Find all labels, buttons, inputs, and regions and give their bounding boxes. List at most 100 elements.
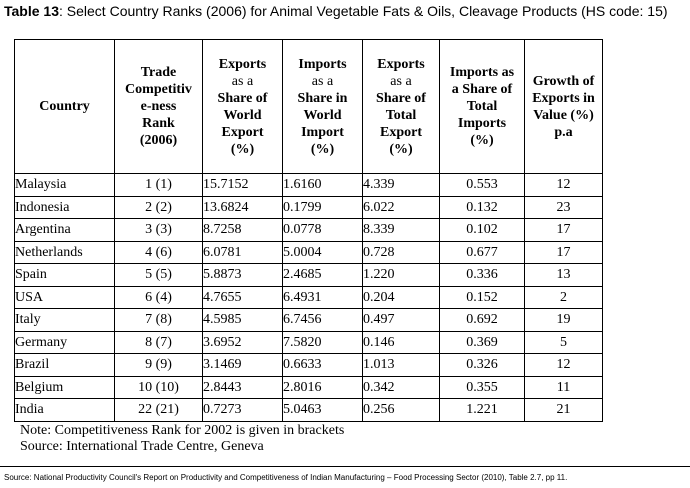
cell-rank: 3 (3) (114, 218, 203, 242)
cell-rank: 9 (9) (114, 353, 203, 377)
cell-imports-total: 0.355 (439, 375, 525, 399)
cell-exports-world: 8.7258 (202, 218, 283, 242)
cell-growth: 17 (524, 218, 603, 242)
note-text: Note: Competitiveness Rank for 2002 is g… (20, 423, 345, 438)
cell-exports-world: 6.0781 (202, 240, 283, 264)
cell-imports-world: 7.5820 (282, 330, 363, 354)
cell-rank: 22 (21) (114, 398, 203, 422)
cell-imports-total: 0.369 (439, 330, 525, 354)
cell-imports-world: 0.0778 (282, 218, 363, 242)
cell-country: Germany (14, 330, 115, 354)
cell-rank: 4 (6) (114, 240, 203, 264)
cell-exports-total: 0.204 (362, 285, 440, 309)
cell-imports-total: 0.132 (439, 195, 525, 219)
cell-rank: 6 (4) (114, 285, 203, 309)
cell-imports-total: 0.326 (439, 353, 525, 377)
header-growth: Growth of Exports in Value (%) p.a (524, 39, 603, 174)
cell-imports-world: 5.0004 (282, 240, 363, 264)
cell-imports-world: 1.6160 (282, 173, 363, 197)
cell-imports-total: 0.553 (439, 173, 525, 197)
table-row: Italy 7 (8) 4.5985 6.7456 0.497 0.692 19 (14, 308, 603, 332)
cell-rank: 2 (2) (114, 195, 203, 219)
cell-imports-total: 0.677 (439, 240, 525, 264)
cell-exports-world: 3.1469 (202, 353, 283, 377)
header-imports-total: Imports as a Share of Total Imports (%) (439, 39, 525, 174)
cell-growth: 11 (524, 375, 603, 399)
table-row: Argentina 3 (3) 8.7258 0.0778 8.339 0.102 17 (14, 218, 603, 242)
cell-imports-world: 6.7456 (282, 308, 363, 332)
cell-growth: 2 (524, 285, 603, 309)
header-rank: Trade Competitiv e-ness Rank (2006) (114, 39, 203, 174)
cell-country: Indonesia (14, 195, 115, 219)
header-exports-world: Exports as a Share of World Export (%) (202, 39, 283, 174)
table-title: : Select Country Ranks (2006) for Animal… (59, 3, 668, 19)
cell-country: Italy (14, 308, 115, 332)
cell-exports-world: 3.6952 (202, 330, 283, 354)
cell-growth: 5 (524, 330, 603, 354)
cell-growth: 23 (524, 195, 603, 219)
header-row: Country Trade Competitiv e-ness Rank (2006) … (14, 39, 603, 174)
table-number: Table 13 (4, 3, 59, 19)
cell-exports-world: 4.5985 (202, 308, 283, 332)
cell-country: Brazil (14, 353, 115, 377)
cell-country: Netherlands (14, 240, 115, 264)
cell-country: Argentina (14, 218, 115, 242)
country-ranks-table: Country Trade Competitiv e-ness Rank (2006) … (14, 39, 603, 422)
cell-exports-world: 0.7273 (202, 398, 283, 422)
cell-country: Belgium (14, 375, 115, 399)
header-imports-world: Imports as a Share in World Import (%) (282, 39, 363, 174)
cell-country: Malaysia (14, 173, 115, 197)
cell-growth: 17 (524, 240, 603, 264)
footer-source: Source: National Productivity Council's … (4, 473, 568, 482)
cell-imports-total: 0.102 (439, 218, 525, 242)
cell-growth: 21 (524, 398, 603, 422)
cell-exports-total: 0.728 (362, 240, 440, 264)
header-country: Country (14, 39, 115, 174)
cell-country: USA (14, 285, 115, 309)
cell-exports-total: 4.339 (362, 173, 440, 197)
cell-imports-total: 0.152 (439, 285, 525, 309)
table-notes: Note: Competitiveness Rank for 2002 is g… (20, 423, 344, 455)
cell-exports-total: 1.013 (362, 353, 440, 377)
cell-imports-total: 0.336 (439, 263, 525, 287)
table-row: Belgium 10 (10) 2.8443 2.8016 0.342 0.355 11 (14, 375, 603, 399)
cell-exports-world: 4.7655 (202, 285, 283, 309)
cell-growth: 12 (524, 353, 603, 377)
cell-exports-total: 0.146 (362, 330, 440, 354)
cell-exports-total: 0.256 (362, 398, 440, 422)
table-row: USA 6 (4) 4.7655 6.4931 0.204 0.152 2 (14, 285, 603, 309)
cell-imports-total: 1.221 (439, 398, 525, 422)
cell-exports-total: 8.339 (362, 218, 440, 242)
divider (0, 466, 690, 467)
cell-rank: 1 (1) (114, 173, 203, 197)
cell-exports-total: 6.022 (362, 195, 440, 219)
table-row: Indonesia 2 (2) 13.6824 0.1799 6.022 0.132 23 (14, 195, 603, 219)
cell-exports-total: 1.220 (362, 263, 440, 287)
cell-exports-world: 13.6824 (202, 195, 283, 219)
cell-imports-world: 0.1799 (282, 195, 363, 219)
table-row: India 22 (21) 0.7273 5.0463 0.256 1.221 21 (14, 398, 603, 422)
cell-growth: 12 (524, 173, 603, 197)
cell-imports-world: 0.6633 (282, 353, 363, 377)
cell-rank: 10 (10) (114, 375, 203, 399)
table-row: Malaysia 1 (1) 15.7152 1.6160 4.339 0.553 12 (14, 173, 603, 197)
table-row: Spain 5 (5) 5.8873 2.4685 1.220 0.336 13 (14, 263, 603, 287)
table-caption: Table 13: Select Country Ranks (2006) fo… (4, 3, 688, 19)
cell-imports-world: 2.8016 (282, 375, 363, 399)
table-row: Brazil 9 (9) 3.1469 0.6633 1.013 0.326 12 (14, 353, 603, 377)
cell-imports-world: 5.0463 (282, 398, 363, 422)
cell-growth: 13 (524, 263, 603, 287)
cell-rank: 5 (5) (114, 263, 203, 287)
table-row: Netherlands 4 (6) 6.0781 5.0004 0.728 0.677 17 (14, 240, 603, 264)
cell-imports-world: 2.4685 (282, 263, 363, 287)
cell-exports-world: 15.7152 (202, 173, 283, 197)
table-row: Germany 8 (7) 3.6952 7.5820 0.146 0.369 5 (14, 330, 603, 354)
cell-exports-total: 0.497 (362, 308, 440, 332)
cell-exports-world: 2.8443 (202, 375, 283, 399)
cell-rank: 8 (7) (114, 330, 203, 354)
cell-country: Spain (14, 263, 115, 287)
cell-imports-world: 6.4931 (282, 285, 363, 309)
cell-imports-total: 0.692 (439, 308, 525, 332)
cell-rank: 7 (8) (114, 308, 203, 332)
header-exports-total: Exports as a Share of Total Export (%) (362, 39, 440, 174)
